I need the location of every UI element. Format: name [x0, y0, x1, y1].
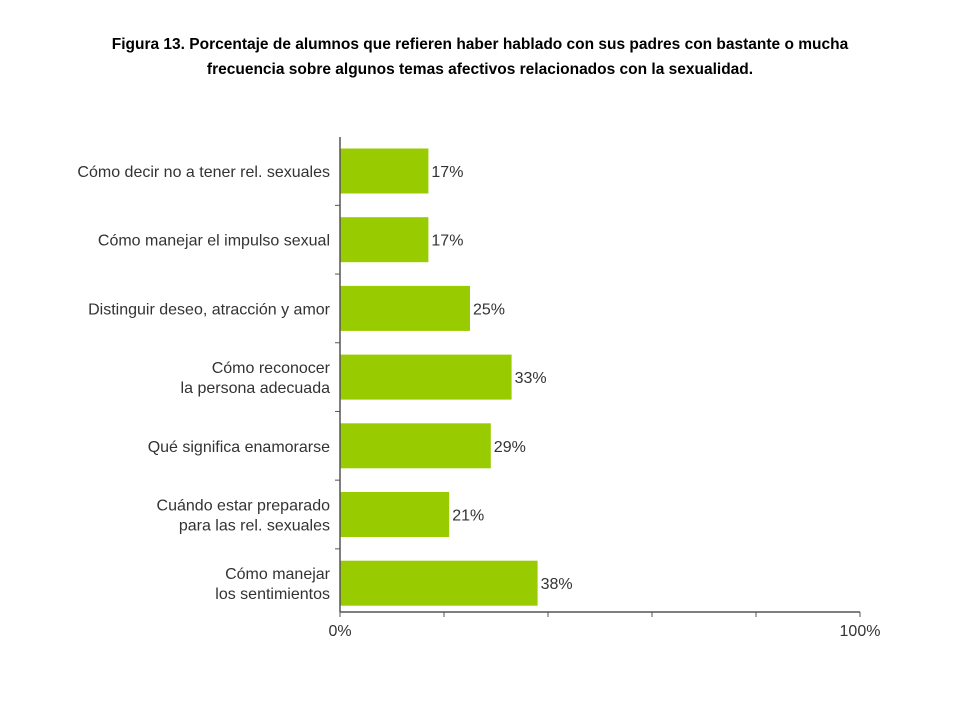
category-label: Cuándo estar preparado para las rel. sexu… [157, 498, 331, 535]
bar [340, 423, 491, 469]
data-label: 33% [515, 370, 547, 387]
data-label: 25% [473, 301, 505, 318]
bar [340, 148, 429, 194]
data-label: 29% [494, 439, 526, 456]
data-label: 38% [541, 576, 573, 593]
bar [340, 285, 470, 331]
x-tick-label: 0% [328, 623, 351, 640]
bar [340, 560, 538, 606]
data-label: 21% [452, 508, 484, 525]
chart-title: Figura 13. Porcentaje de alumnos que ref… [30, 32, 930, 82]
bar [340, 492, 450, 537]
data-label: 17% [431, 233, 463, 250]
x-tick-label: 100% [840, 623, 881, 640]
category-label: Cómo manejar los sentimientos [215, 566, 330, 603]
data-label: 17% [431, 164, 463, 181]
category-label: Distinguir deseo, atracción y amor [88, 301, 331, 318]
bar [340, 217, 429, 263]
chart-title-line-2: frecuencia sobre algunos temas afectivos… [206, 61, 754, 78]
chart-title-line-1: Figura 13. Porcentaje de alumnos que ref… [111, 36, 849, 53]
category-label: Cómo manejar el impulso sexual [98, 233, 330, 250]
category-label: Cómo reconocer la persona adecuada [181, 360, 331, 397]
category-label: Qué significa enamorarse [148, 439, 330, 456]
category-label: Cómo decir no a tener rel. sexuales [77, 164, 330, 181]
bar [340, 354, 512, 400]
